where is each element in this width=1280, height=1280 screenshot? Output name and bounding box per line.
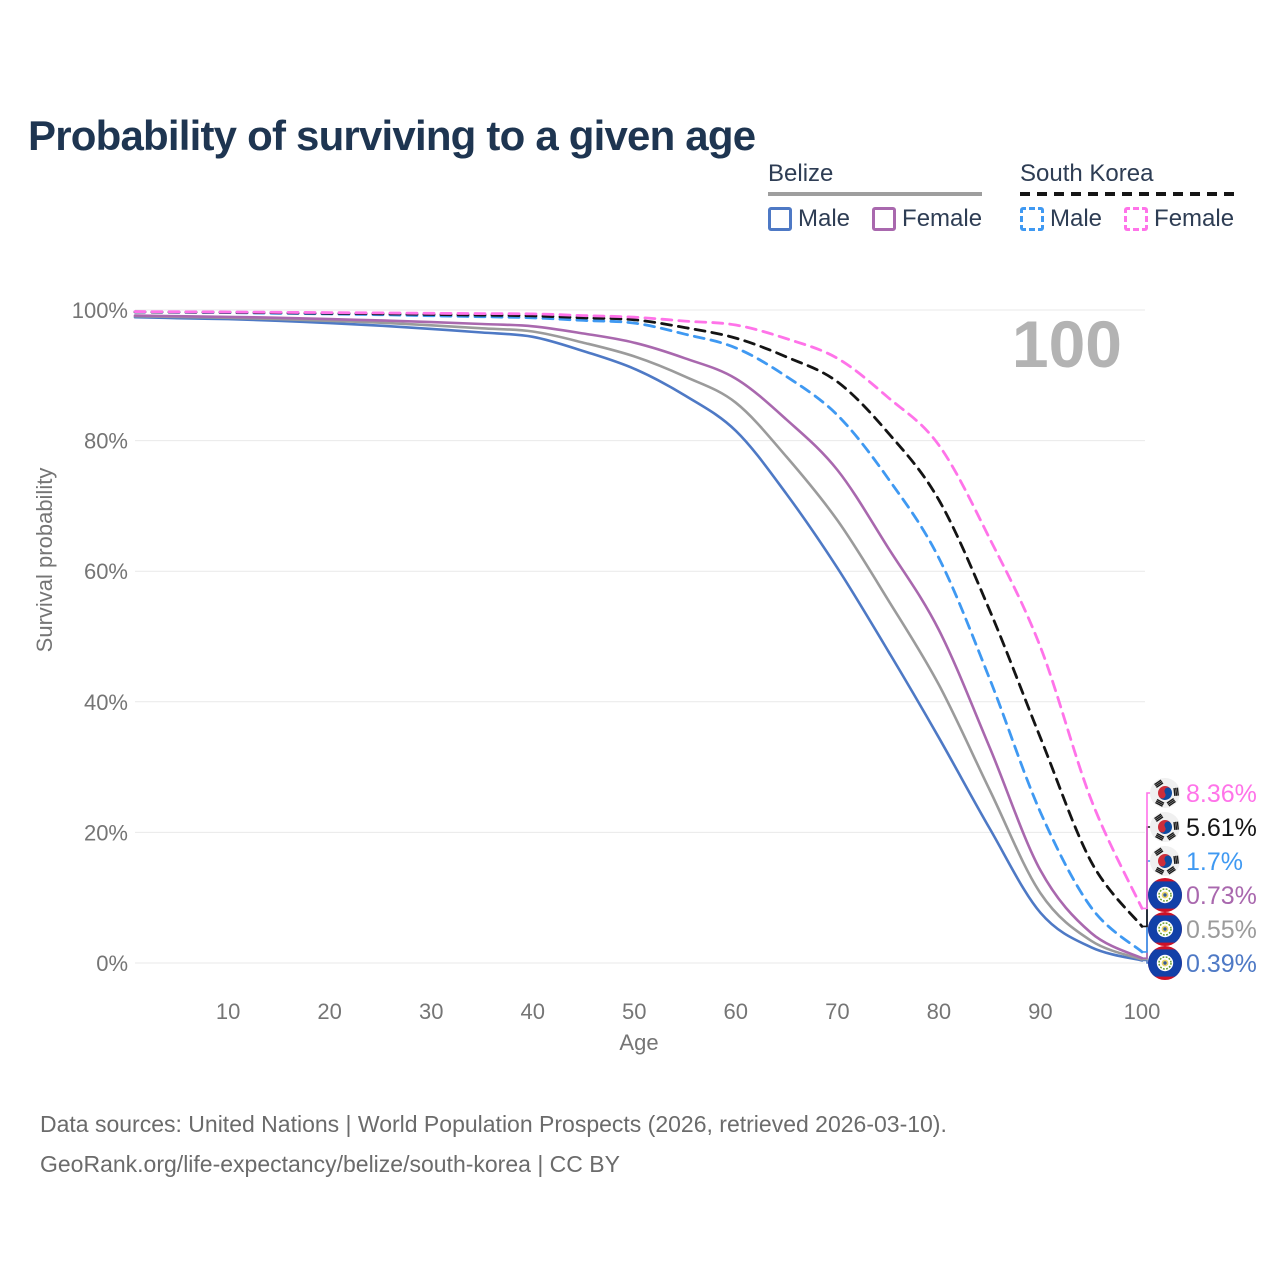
flag-bz-icon (1148, 946, 1182, 980)
legend-country-belize: Belize (768, 160, 834, 187)
footer-data-sources: Data sources: United Nations | World Pop… (40, 1111, 947, 1137)
series-line-belize-total[interactable] (133, 314, 1144, 961)
legend-item-belize-male[interactable]: Male (768, 205, 850, 233)
x-tick-40: 40 (520, 999, 544, 1024)
legend-checkbox-belize-male-icon[interactable] (768, 207, 792, 231)
legend-row-belize: Male Female (768, 205, 982, 233)
series-line-belize-male[interactable] (133, 315, 1144, 962)
x-axis-ticks: 10 20 30 40 50 60 70 80 90 100 (216, 999, 1161, 1024)
y-tick-0%: 0% (96, 951, 128, 976)
x-tick-90: 90 (1028, 999, 1052, 1024)
footer: Data sources: United Nations | World Pop… (40, 1104, 947, 1184)
legend-country-south-korea: South Korea (1020, 160, 1154, 187)
series-line-belize-female[interactable] (133, 314, 1144, 960)
series-line-south-korea-total[interactable] (133, 310, 1144, 928)
end-label-connector-south-korea-female (1142, 792, 1151, 910)
flag-kr-icon (1145, 807, 1185, 847)
footer-attribution: GeoRank.org/life-expectancy/belize/south… (40, 1151, 620, 1177)
gridlines (135, 309, 1145, 964)
x-tick-60: 60 (724, 999, 748, 1024)
flag-bz-icon (1148, 878, 1182, 912)
series-line-south-korea-male[interactable] (133, 310, 1144, 954)
end-value-south-korea-female: 8.36% (1186, 780, 1257, 808)
x-tick-30: 30 (419, 999, 443, 1024)
legend-checkbox-south-korea-female-icon[interactable] (1124, 207, 1149, 231)
y-tick-100%: 100% (72, 298, 128, 323)
flag-kr-icon (1145, 773, 1185, 813)
legend-checkbox-belize-female-icon[interactable] (872, 207, 897, 231)
survival-curves (133, 310, 1144, 962)
end-labels: 0.39% 0.55% 0.73% 1.7% 5.61% 8.36% (1142, 773, 1257, 980)
y-axis-title: Survival probability (32, 468, 57, 653)
end-value-south-korea-total: 5.61% (1186, 814, 1257, 842)
x-tick-10: 10 (216, 999, 240, 1024)
legend-label-belize-male: Male (798, 205, 851, 232)
legend-row-south-korea: Male Female (1020, 205, 1234, 233)
flag-kr-icon (1145, 841, 1185, 881)
series-line-south-korea-female[interactable] (133, 310, 1144, 910)
page-title: Probability of surviving to a given age (28, 112, 756, 160)
y-tick-40%: 40% (84, 690, 128, 715)
y-tick-20%: 20% (84, 820, 128, 845)
legend-item-south-korea-female[interactable]: Female (1124, 205, 1234, 233)
end-value-south-korea-male: 1.7% (1186, 848, 1243, 876)
legend-group-south-korea: South Korea Male Female (1020, 160, 1235, 233)
y-tick-60%: 60% (84, 559, 128, 584)
y-axis-ticks: 0% 20% 40% 60% 80% 100% (72, 298, 128, 976)
legend-group-belize: Belize Male Female (768, 160, 983, 233)
legend-label-south-korea-male: Male (1050, 205, 1103, 232)
legend-item-south-korea-male[interactable]: Male (1020, 205, 1102, 233)
legend-label-belize-female: Female (902, 205, 983, 232)
flag-bz-icon (1148, 912, 1182, 946)
x-axis-title: Age (619, 1030, 658, 1055)
age-counter-watermark: 100 (1012, 307, 1122, 381)
legend-linestyle-solid-sample (768, 192, 983, 196)
end-value-belize-male: 0.39% (1186, 950, 1257, 978)
legend-label-south-korea-female: Female (1154, 205, 1235, 232)
x-tick-70: 70 (825, 999, 849, 1024)
end-value-belize-total: 0.55% (1186, 916, 1257, 944)
x-tick-80: 80 (927, 999, 951, 1024)
x-tick-50: 50 (622, 999, 646, 1024)
y-tick-80%: 80% (84, 429, 128, 454)
legend-checkbox-south-korea-male-icon[interactable] (1020, 207, 1044, 231)
x-tick-100: 100 (1124, 999, 1161, 1024)
x-tick-20: 20 (317, 999, 341, 1024)
legend-item-belize-female[interactable]: Female (872, 205, 982, 233)
end-value-belize-female: 0.73% (1186, 882, 1257, 910)
legend-linestyle-dashed-sample (1020, 192, 1235, 196)
